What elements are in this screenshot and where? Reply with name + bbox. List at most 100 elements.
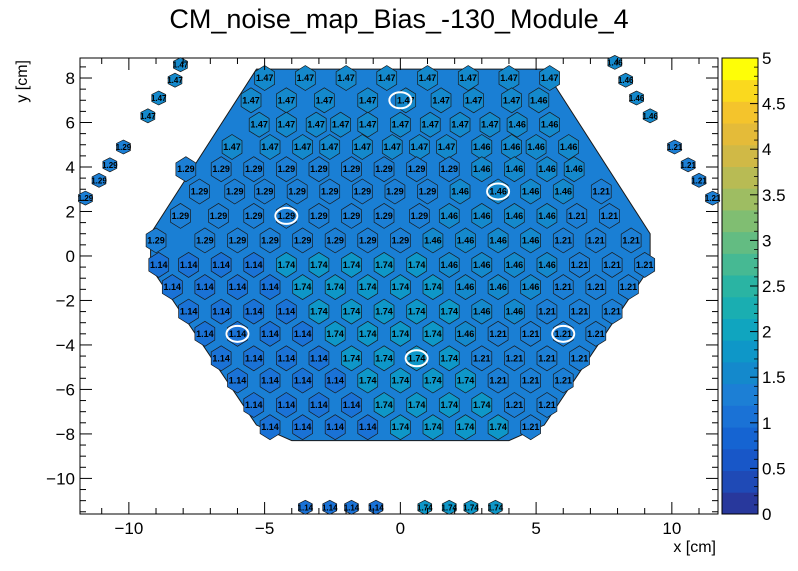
cell-value-label: 1.47 — [383, 142, 401, 152]
hex-cell — [599, 202, 620, 229]
colorbar-tick-label: 2.5 — [762, 277, 786, 296]
y-tick-label: 4 — [66, 158, 75, 177]
hex-cell — [406, 392, 427, 418]
hex-cell — [569, 345, 590, 372]
hex-cell — [373, 202, 395, 229]
hex-cell — [406, 156, 427, 183]
cell-value-label: 1.29 — [210, 211, 228, 221]
cell-value-label: 1.29 — [326, 235, 344, 245]
cell-value-label: 1.46 — [473, 164, 491, 174]
hex-cell — [390, 414, 411, 441]
colorbar-tick-label: 1 — [762, 414, 771, 433]
hex-cell — [308, 298, 330, 325]
cell-value-label: 1.14 — [294, 422, 312, 432]
colorbar-swatch — [722, 340, 758, 363]
outer-cell — [618, 72, 633, 88]
cell-value-label: 1.47 — [321, 142, 339, 152]
hex-cell — [210, 251, 232, 278]
hex-cell — [536, 202, 558, 229]
hex-cell — [276, 251, 297, 278]
hex-cell — [286, 178, 308, 205]
colorbar-tick-label: 0 — [762, 505, 771, 524]
outer-cell-value-label: 1.21 — [667, 143, 683, 152]
outer-cell — [102, 157, 118, 173]
cell-value-label: 1.47 — [411, 142, 429, 152]
hex-cell — [276, 111, 297, 138]
hex-cell — [224, 178, 246, 205]
cell-value-label: 1.74 — [392, 422, 410, 432]
hex-cell — [324, 320, 346, 347]
cell-value-label: 1.21 — [571, 307, 589, 317]
cell-value-label: 1.74 — [343, 260, 361, 270]
hex-cell — [438, 202, 460, 229]
cell-value-label: 1.46 — [506, 307, 524, 317]
cell-value-label: 1.74 — [392, 376, 410, 386]
cell-value-label: 1.74 — [473, 400, 491, 410]
cell-value-label: 1.47 — [419, 73, 437, 83]
cell-value-label: 1.14 — [229, 329, 247, 339]
y-tick-label: −8 — [56, 425, 75, 444]
colorbar-swatch — [722, 210, 758, 233]
cell-value-label: 1.14 — [261, 282, 279, 292]
cell-value-label: 1.47 — [294, 142, 312, 152]
cell-value-label: 1.46 — [473, 260, 491, 270]
cell-value-label: 1.46 — [522, 235, 540, 245]
colorbar-tick-label: 1.5 — [762, 368, 786, 387]
outer-cell-value-label: 1.14 — [344, 503, 360, 512]
cell-value-label: 1.29 — [310, 164, 328, 174]
cell-value-label: 1.14 — [278, 353, 296, 363]
hex-cell — [373, 345, 395, 372]
hex-cell — [308, 156, 330, 183]
hex-cell — [463, 87, 484, 114]
cell-value-label: 1.46 — [451, 186, 469, 196]
cell-value-label: 1.21 — [554, 376, 572, 386]
outer-cell — [705, 190, 720, 206]
cell-value-label: 1.21 — [489, 376, 507, 386]
cell-value-label: 1.47 — [432, 95, 450, 105]
cell-value-label: 1.47 — [503, 95, 521, 105]
cell-value-label: 1.46 — [530, 95, 548, 105]
cell-value-label: 1.21 — [571, 260, 589, 270]
outer-cell-value-label: 1.74 — [417, 503, 433, 512]
hex-cell — [569, 251, 590, 278]
colorbar-swatch — [722, 58, 758, 81]
cell-value-label: 1.29 — [177, 164, 195, 174]
cell-value-label: 1.74 — [440, 307, 458, 317]
cell-value-label: 1.47 — [307, 120, 325, 130]
hex-cell — [357, 227, 379, 254]
outer-cell-value-label: 1.21 — [680, 161, 696, 170]
outer-cell-value-label: 1.21 — [705, 194, 721, 203]
y-tick-label: 2 — [66, 202, 75, 221]
outer-cell-value-label: 1.46 — [607, 58, 623, 67]
cell-value-label: 1.29 — [440, 164, 458, 174]
hex-cell — [504, 345, 525, 372]
cell-value-label: 1.21 — [603, 260, 621, 270]
hex-cell — [520, 320, 541, 347]
hex-cell — [335, 65, 357, 91]
hex-cell — [390, 111, 411, 138]
outer-cell-value-label: 1.46 — [618, 76, 634, 85]
hex-cell — [520, 178, 541, 205]
cell-value-label: 1.74 — [440, 400, 458, 410]
cell-value-label: 1.21 — [554, 329, 572, 339]
outer-cell-value-label: 1.74 — [488, 503, 504, 512]
hex-cell — [520, 367, 541, 394]
cell-value-label: 1.47 — [359, 95, 377, 105]
hex-cell — [292, 134, 313, 160]
colorbar-tick-label: 4.5 — [762, 95, 786, 114]
hex-cell — [449, 111, 471, 138]
hex-cell — [487, 414, 509, 441]
hex-cell — [487, 227, 509, 254]
outer-cell — [691, 172, 707, 188]
cell-value-label: 1.46 — [473, 211, 491, 221]
hex-cell — [552, 227, 574, 254]
hex-cell — [539, 111, 560, 138]
hex-cell — [487, 274, 509, 301]
hex-cell — [438, 156, 460, 183]
outer-cell — [642, 108, 658, 124]
outer-cell-value-label: 1.14 — [368, 503, 384, 512]
outer-cell — [667, 139, 682, 155]
hex-cell — [170, 202, 191, 229]
hex-cell — [276, 156, 297, 183]
hex-cell — [295, 65, 316, 91]
